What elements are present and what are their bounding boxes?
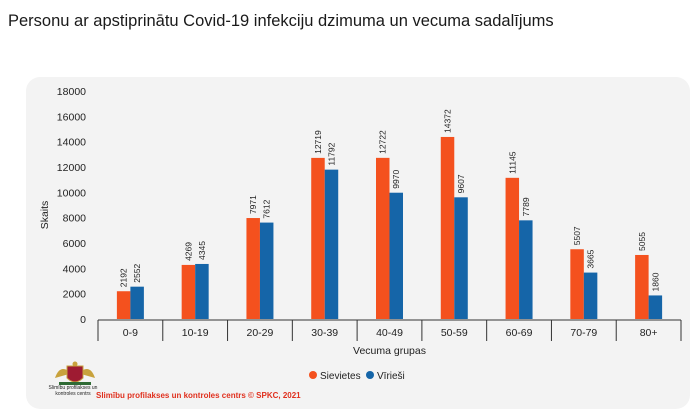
data-label: 5507: [572, 226, 582, 245]
bar-male: [130, 286, 144, 319]
y-tick-label: 18000: [57, 86, 86, 98]
y-tick-label: 10000: [57, 187, 86, 199]
y-tick-label: 4000: [63, 263, 87, 275]
data-label: 11145: [507, 151, 517, 174]
data-label: 2552: [132, 263, 142, 282]
data-label: 5055: [637, 232, 647, 251]
data-label: 12719: [313, 130, 323, 154]
bar-male: [583, 272, 598, 319]
x-tick-label: 70-79: [570, 327, 597, 339]
data-label: 9607: [456, 174, 466, 193]
x-tick-label: 80+: [640, 327, 658, 339]
spkc-logo: [45, 360, 105, 402]
legend-label: Vīrieši: [377, 371, 405, 382]
bar-female: [376, 157, 390, 319]
x-tick-label: 60-69: [506, 327, 533, 339]
x-axis-title: Vecuma grupas: [353, 345, 426, 357]
data-label: 9970: [391, 170, 401, 189]
y-tick-label: 14000: [57, 137, 86, 149]
data-label: 14372: [443, 109, 453, 133]
data-label: 2192: [119, 268, 129, 287]
x-tick-label: 20-29: [247, 327, 274, 339]
bar-female: [181, 264, 196, 319]
data-label: 11792: [326, 142, 336, 165]
data-label: 7612: [262, 199, 272, 218]
data-label: 7789: [521, 197, 531, 216]
y-axis-title: Skaits: [39, 201, 51, 230]
bar-female: [246, 218, 260, 319]
x-tick-label: 10-19: [182, 327, 209, 339]
x-tick-label: 0-9: [123, 327, 138, 339]
y-tick-label: 16000: [57, 111, 86, 123]
bar-male: [324, 169, 339, 319]
bar-chart: 0 2000 4000 6000 8000 10000 12000 14000 16000 180…: [39, 86, 682, 382]
legend-marker-female: [309, 371, 317, 379]
y-tick-label: 6000: [63, 238, 87, 250]
bar-male: [519, 220, 533, 319]
page-title: Personu ar apstiprinātu Covid-19 infekci…: [8, 12, 554, 30]
source-note: Slimību profilakses un kontroles centrs …: [96, 391, 301, 400]
x-tick-label: 50-59: [441, 327, 468, 339]
data-label: 12722: [378, 130, 388, 154]
bar-female: [311, 157, 325, 319]
bar-male: [195, 263, 209, 319]
data-label: 7971: [248, 195, 258, 214]
y-tick-label: 2000: [63, 289, 87, 301]
bar-female: [505, 177, 520, 319]
data-label: 1860: [650, 272, 660, 291]
bar-female: [116, 291, 131, 319]
data-label: 4269: [183, 242, 193, 261]
data-label: 3665: [586, 249, 596, 268]
bar-male: [389, 192, 403, 319]
data-label: 4345: [197, 241, 207, 260]
x-tick-label: 30-39: [311, 327, 338, 339]
bar-female: [440, 136, 455, 319]
bar-male: [259, 222, 274, 319]
bar-female: [570, 249, 584, 319]
bar-female: [635, 254, 649, 319]
legend-label: Sievietes: [320, 371, 361, 382]
logo-text: Slimību profilakses un kontroles centrs: [48, 385, 98, 397]
bar-male: [454, 197, 468, 319]
y-tick-label: 8000: [63, 213, 87, 225]
y-tick-label: 12000: [57, 162, 86, 174]
y-tick-label: 0: [80, 314, 86, 326]
x-tick-label: 40-49: [376, 327, 403, 339]
chart-panel: 0 2000 4000 6000 8000 10000 12000 14000 16000 180…: [26, 77, 690, 409]
legend-marker-male: [366, 371, 374, 379]
bar-male: [648, 295, 663, 319]
